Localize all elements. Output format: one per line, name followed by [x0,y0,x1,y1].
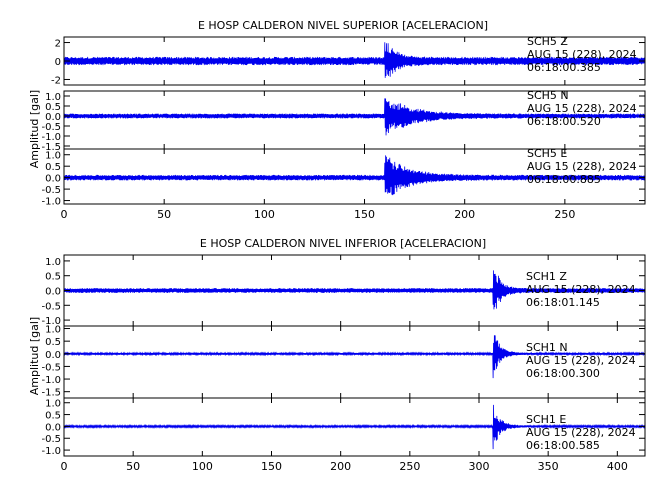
station-label: SCH1 Z [526,270,567,283]
y-tick-label: -1.0 [41,132,61,143]
y-tick-label: 2 [55,39,61,50]
x-tick-label: 350 [538,460,559,473]
y-tick-label: 1.0 [45,399,61,410]
waveform-trace [63,270,646,310]
y-tick-label: 1.0 [45,92,61,103]
x-tick-label: 250 [554,208,575,221]
y-tick-label: 0 [55,57,61,68]
station-label: SCH1 E [526,413,566,426]
date-label: AUG 15 (228), 2024 [527,102,637,115]
y-tick-label: -0.5 [41,185,61,196]
time-label: 06:18:00.585 [526,439,600,452]
y-tick-label: 0.0 [45,287,61,298]
y-tick-label: -1.0 [41,197,61,208]
x-tick-label: 150 [261,460,282,473]
y-tick-label: 0.5 [45,102,61,113]
time-label: 06:18:00.385 [527,61,601,74]
date-label: AUG 15 (228), 2024 [526,426,636,439]
x-tick-label: 0 [61,460,68,473]
y-tick-label: -0.5 [41,122,61,133]
upper-level-chart: E HOSP CALDERON NIVEL SUPERIOR [ACELERAC… [28,19,646,221]
x-tick-label: 400 [607,460,628,473]
y-tick-label: -2 [51,75,61,86]
x-tick-label: 50 [126,460,140,473]
x-tick-label: 100 [192,460,213,473]
waveform-trace [63,155,646,196]
date-label: AUG 15 (228), 2024 [526,354,636,367]
station-label: SCH5 E [527,147,567,160]
y-tick-label: 0.0 [45,112,61,123]
lower-level-chart: E HOSP CALDERON NIVEL INFERIOR [ACELERAC… [28,237,646,473]
station-label: SCH1 N [526,341,568,354]
station-label: SCH5 N [527,89,569,102]
y-tick-label: -0.5 [41,362,61,373]
station-label: SCH5 Z [527,35,568,48]
date-label: AUG 15 (228), 2024 [527,48,637,61]
panel-frame [63,148,646,205]
y-tick-label: -0.5 [41,434,61,445]
x-tick-label: 200 [330,460,351,473]
time-label: 06:18:00.885 [527,173,601,186]
time-label: 06:18:01.145 [526,296,600,309]
x-tick-label: 250 [399,460,420,473]
x-tick-label: 0 [61,208,68,221]
y-tick-label: 1.0 [45,257,61,268]
panel-frame [63,397,646,457]
time-label: 06:18:00.300 [526,367,600,380]
y-tick-label: -0.5 [41,301,61,312]
y-tick-label: 0.0 [45,174,61,185]
y-tick-label: -1.5 [41,142,61,153]
waveform-trace [63,404,646,450]
date-label: AUG 15 (228), 2024 [526,283,636,296]
y-tick-label: -1.0 [41,316,61,327]
x-tick-label: 100 [254,208,275,221]
waveform-trace [63,335,646,379]
y-tick-label: 0.0 [45,422,61,433]
date-label: AUG 15 (228), 2024 [527,160,637,173]
x-tick-label: 50 [157,208,171,221]
y-tick-label: -1.0 [41,375,61,386]
chart-title: E HOSP CALDERON NIVEL INFERIOR [ACELERAC… [200,237,486,250]
y-tick-label: 0.5 [45,272,61,283]
waveform-trace [63,98,646,136]
y-tick-label: -1.5 [41,388,61,399]
y-tick-label: 0.5 [45,162,61,173]
x-tick-label: 300 [469,460,490,473]
x-tick-label: 150 [354,208,375,221]
y-tick-label: 1.0 [45,325,61,336]
y-tick-label: 1.0 [45,151,61,162]
time-label: 06:18:00.520 [527,115,601,128]
chart-title: E HOSP CALDERON NIVEL SUPERIOR [ACELERAC… [198,19,488,32]
y-tick-label: 0.0 [45,350,61,361]
x-tick-label: 200 [454,208,475,221]
waveform-trace [63,42,646,78]
y-axis-label: Amplitud [gal] [28,90,41,168]
y-tick-label: 0.5 [45,337,61,348]
y-axis-label: Amplitud [gal] [28,317,41,395]
y-tick-label: 0.5 [45,411,61,422]
y-tick-label: -1.0 [41,446,61,457]
